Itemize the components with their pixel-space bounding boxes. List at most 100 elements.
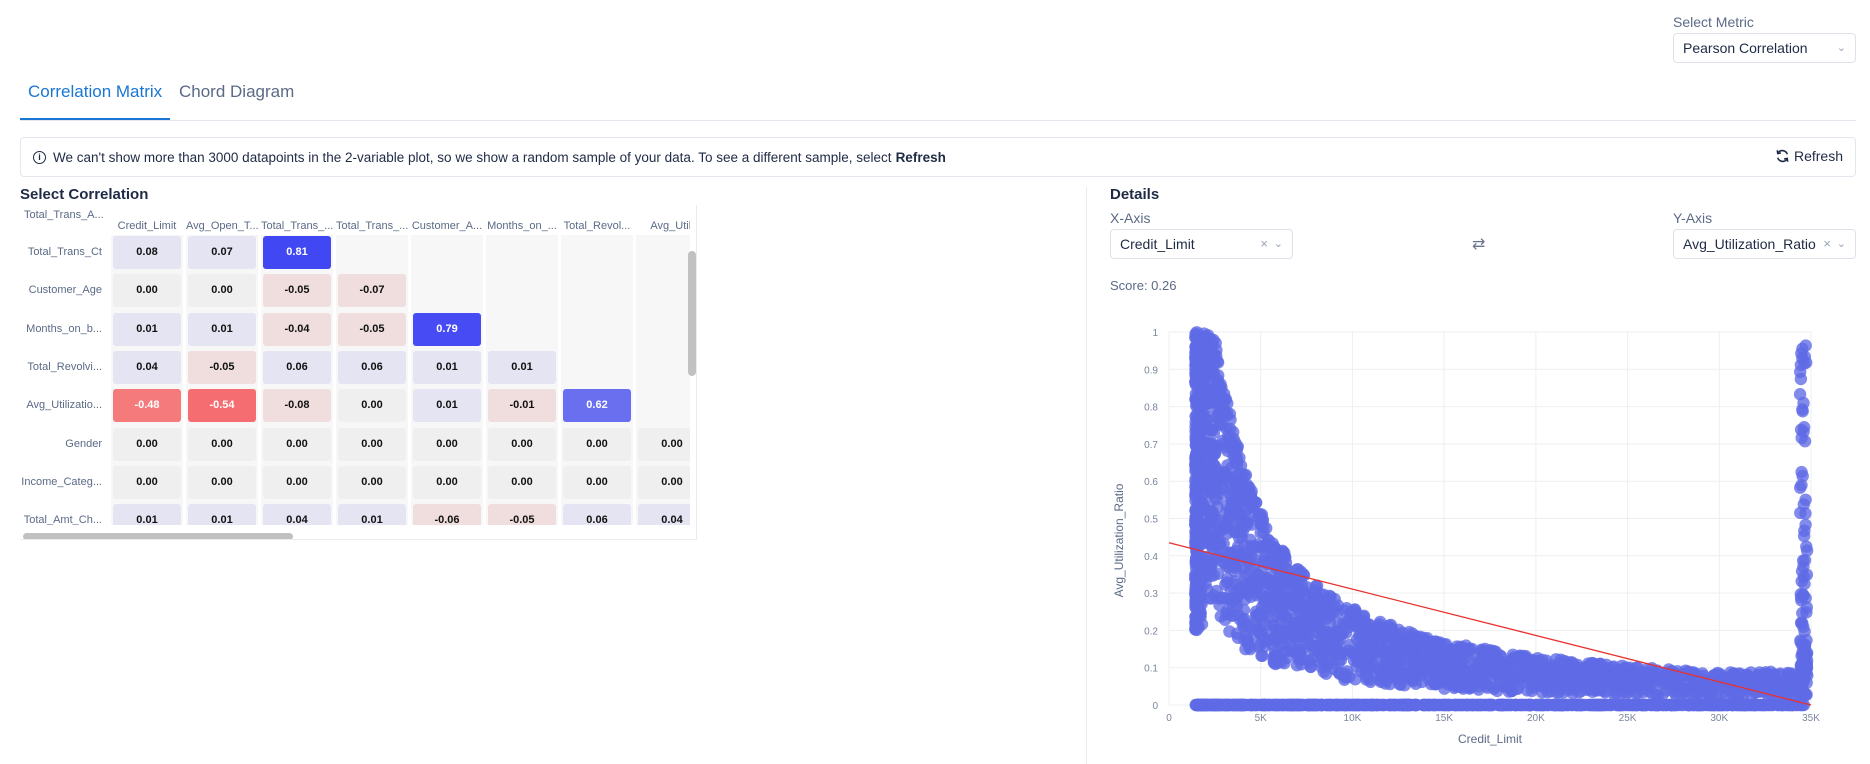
y-axis-label: Y-Axis (1673, 210, 1713, 226)
matrix-cell[interactable]: 0.06 (338, 350, 406, 384)
matrix-cell[interactable]: 0.81 (263, 236, 331, 269)
swap-icon[interactable]: ⇄ (1472, 236, 1486, 253)
matrix-cell[interactable]: 0.00 (488, 427, 556, 461)
matrix-cell[interactable]: -0.05 (488, 504, 556, 525)
metric-selector: Select Metric Pearson Correlation ⌄ (1673, 14, 1856, 63)
matrix-cell[interactable]: 0.62 (563, 389, 631, 423)
matrix-cell[interactable]: 0.00 (188, 427, 256, 461)
chevron-down-icon: ⌄ (1836, 238, 1846, 250)
matrix-cell[interactable]: 0.01 (188, 504, 256, 525)
matrix-cell[interactable]: -0.05 (338, 312, 406, 346)
metric-select[interactable]: Pearson Correlation ⌄ (1673, 33, 1856, 63)
matrix-cell[interactable]: 0.01 (113, 312, 181, 346)
matrix-cell[interactable]: 0.00 (113, 465, 181, 499)
refresh-button[interactable]: Refresh (1775, 148, 1843, 164)
matrix-horizontal-scrollbar[interactable] (23, 533, 293, 539)
scatter-points (1189, 326, 1814, 712)
select-correlation-title: Select Correlation (20, 186, 149, 203)
matrix-cell[interactable]: 0.00 (338, 389, 406, 423)
matrix-cell[interactable]: -0.48 (113, 389, 181, 423)
chevron-down-icon: ⌄ (1836, 42, 1846, 54)
matrix-cell[interactable]: 0.79 (413, 312, 481, 346)
metric-label: Select Metric (1673, 14, 1754, 30)
matrix-column-header: Total_Trans_... (336, 220, 408, 232)
banner-text: We can't show more than 3000 datapoints … (53, 149, 892, 165)
matrix-cell[interactable]: 0.00 (488, 465, 556, 499)
y-tick-label: 0.5 (1144, 515, 1158, 526)
matrix-cell[interactable]: -0.05 (188, 350, 256, 384)
y-tick-label: 0.9 (1144, 365, 1158, 376)
matrix-cell[interactable]: 0.00 (263, 465, 331, 499)
tab-correlation-matrix[interactable]: Correlation Matrix (20, 80, 171, 120)
matrix-cell[interactable]: 0.00 (563, 465, 631, 499)
x-tick-label: 15K (1435, 713, 1453, 724)
matrix-cell[interactable]: 0.00 (638, 465, 690, 499)
matrix-column-header: Total_Revol... (563, 220, 631, 232)
correlation-matrix: Total_Trans_A... Credit_Limit Avg_Open_T.… (20, 205, 697, 540)
matrix-cell[interactable]: 0.00 (563, 427, 631, 461)
matrix-cell[interactable]: 0.01 (488, 350, 556, 384)
matrix-row-header: Total_Amt_Ch... (23, 514, 102, 525)
matrix-column-header: Avg_Utili (650, 220, 690, 232)
info-icon: i (33, 150, 46, 164)
y-tick-label: 0.6 (1144, 477, 1158, 488)
matrix-cell[interactable]: 0.01 (188, 312, 256, 346)
x-tick-label: 25K (1619, 713, 1637, 724)
matrix-cell[interactable]: 0.01 (338, 504, 406, 525)
clear-icon[interactable]: × (1823, 236, 1831, 251)
matrix-cell[interactable]: 0.00 (263, 427, 331, 461)
matrix-row-header: Gender (65, 437, 102, 450)
matrix-cell[interactable]: 0.00 (338, 427, 406, 461)
matrix-vertical-scrollbar[interactable] (688, 251, 696, 376)
matrix-column-header: Credit_Limit (117, 220, 177, 232)
matrix-cell[interactable]: 0.00 (413, 427, 481, 461)
chevron-down-icon: ⌄ (1273, 238, 1283, 250)
matrix-cell[interactable]: 0.04 (638, 504, 690, 525)
matrix-cell[interactable]: 0.04 (263, 504, 331, 525)
x-tick-label: 0 (1166, 713, 1172, 724)
matrix-cell[interactable]: 0.01 (113, 504, 181, 525)
matrix-cell[interactable]: 0.00 (113, 427, 181, 461)
metric-value: Pearson Correlation (1683, 40, 1808, 56)
tab-chord-diagram[interactable]: Chord Diagram (179, 82, 295, 101)
matrix-cell[interactable]: 0.06 (563, 504, 631, 525)
x-tick-label: 10K (1344, 713, 1362, 724)
details-title: Details (1110, 186, 1160, 203)
refresh-icon (1776, 149, 1789, 163)
banner-refresh-emphasis: Refresh (895, 149, 946, 165)
scatter-plot[interactable]: 0 5K 10K 15K 20K 25K 30K 35K 0 0.1 0.2 0.3 0.4 0.5 0.6… (1100, 318, 1860, 758)
matrix-cell[interactable]: 0.00 (113, 274, 181, 308)
matrix-cell[interactable]: -0.04 (263, 312, 331, 346)
x-axis-select[interactable]: Credit_Limit × ⌄ (1110, 229, 1293, 259)
matrix-cell[interactable]: -0.07 (338, 274, 406, 308)
matrix-cell[interactable]: -0.01 (488, 389, 556, 423)
sample-info-banner: i We can't show more than 3000 datapoint… (20, 137, 1856, 177)
y-axis-select[interactable]: Avg_Utilization_Ratio × ⌄ (1673, 229, 1856, 259)
matrix-row-header: Avg_Utilizatio... (26, 399, 102, 412)
matrix-cell[interactable]: -0.54 (188, 389, 256, 423)
y-tick-label: 0.4 (1144, 552, 1158, 563)
matrix-cell[interactable]: 0.07 (188, 236, 256, 269)
matrix-cell[interactable]: 0.06 (263, 350, 331, 384)
matrix-cell[interactable]: 0.01 (413, 350, 481, 384)
matrix-cell[interactable]: -0.08 (263, 389, 331, 423)
matrix-cell[interactable]: 0.00 (413, 465, 481, 499)
matrix-cell[interactable]: 0.00 (638, 427, 690, 461)
matrix-cell[interactable]: 0.00 (338, 465, 406, 499)
matrix-cell[interactable]: -0.05 (263, 274, 331, 308)
matrix-cell[interactable]: 0.00 (188, 274, 256, 308)
tab-bar: Correlation Matrix Chord Diagram (20, 70, 1856, 121)
matrix-column-header: Customer_A... (411, 220, 483, 232)
matrix-cell[interactable]: 0.04 (113, 350, 181, 384)
matrix-cell[interactable]: 0.08 (113, 236, 181, 269)
clear-icon[interactable]: × (1260, 236, 1268, 251)
y-tick-label: 0 (1152, 701, 1158, 712)
matrix-cell[interactable]: -0.06 (413, 504, 481, 525)
matrix-column-header: Avg_Open_T... (186, 220, 258, 232)
matrix-cell[interactable]: 0.01 (413, 389, 481, 423)
x-tick-label: 35K (1802, 713, 1820, 724)
matrix-cell[interactable]: 0.00 (188, 465, 256, 499)
correlation-score: Score: 0.26 (1110, 278, 1177, 293)
corner-column-label: Total_Trans_A... (24, 209, 104, 221)
x-axis-label: X-Axis (1110, 210, 1151, 226)
